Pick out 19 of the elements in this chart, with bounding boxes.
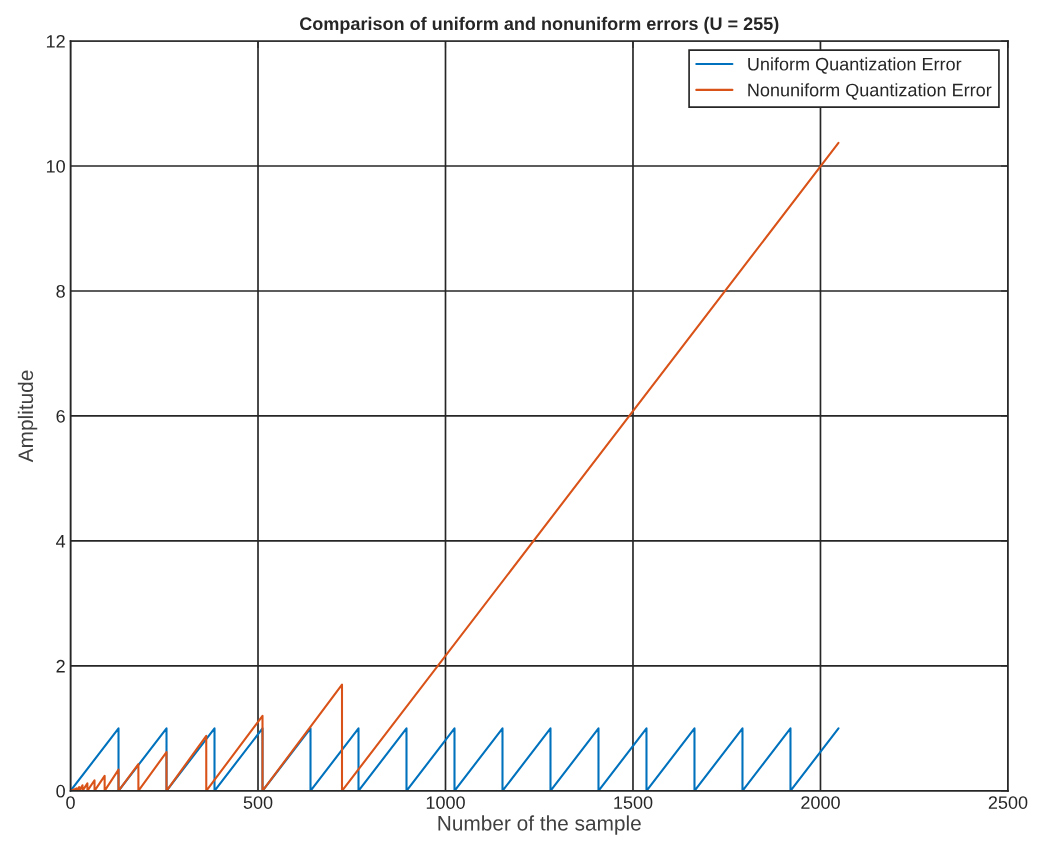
x-tick-label: 2500 — [988, 796, 1028, 809]
chart-title: Comparison of uniform and nonuniform errors (U = 255) — [299, 16, 779, 34]
x-axis-title: Number of the sample — [438, 815, 641, 835]
y-axis-title: Amplitude — [17, 370, 38, 463]
y-tick-label: 12 — [46, 34, 65, 48]
y-tick-label: 10 — [46, 159, 65, 173]
legend-label: Uniform Quantization Error — [748, 57, 962, 74]
y-tick-label: 6 — [56, 409, 65, 423]
y-tick-label: 2 — [56, 659, 65, 673]
x-tick-label: 1000 — [426, 796, 465, 809]
y-tick-label: 8 — [56, 284, 65, 298]
line-series — [70, 141, 840, 791]
y-tick-label: 4 — [56, 535, 66, 548]
legend-label: Nonuniform Quantization Error — [748, 83, 992, 100]
y-tick-label: 0 — [56, 784, 65, 798]
x-tick-label: 1500 — [614, 796, 653, 809]
x-tick-label: 2000 — [801, 796, 840, 809]
x-tick-label: 0 — [66, 796, 75, 809]
x-tick-label: 500 — [243, 796, 273, 809]
